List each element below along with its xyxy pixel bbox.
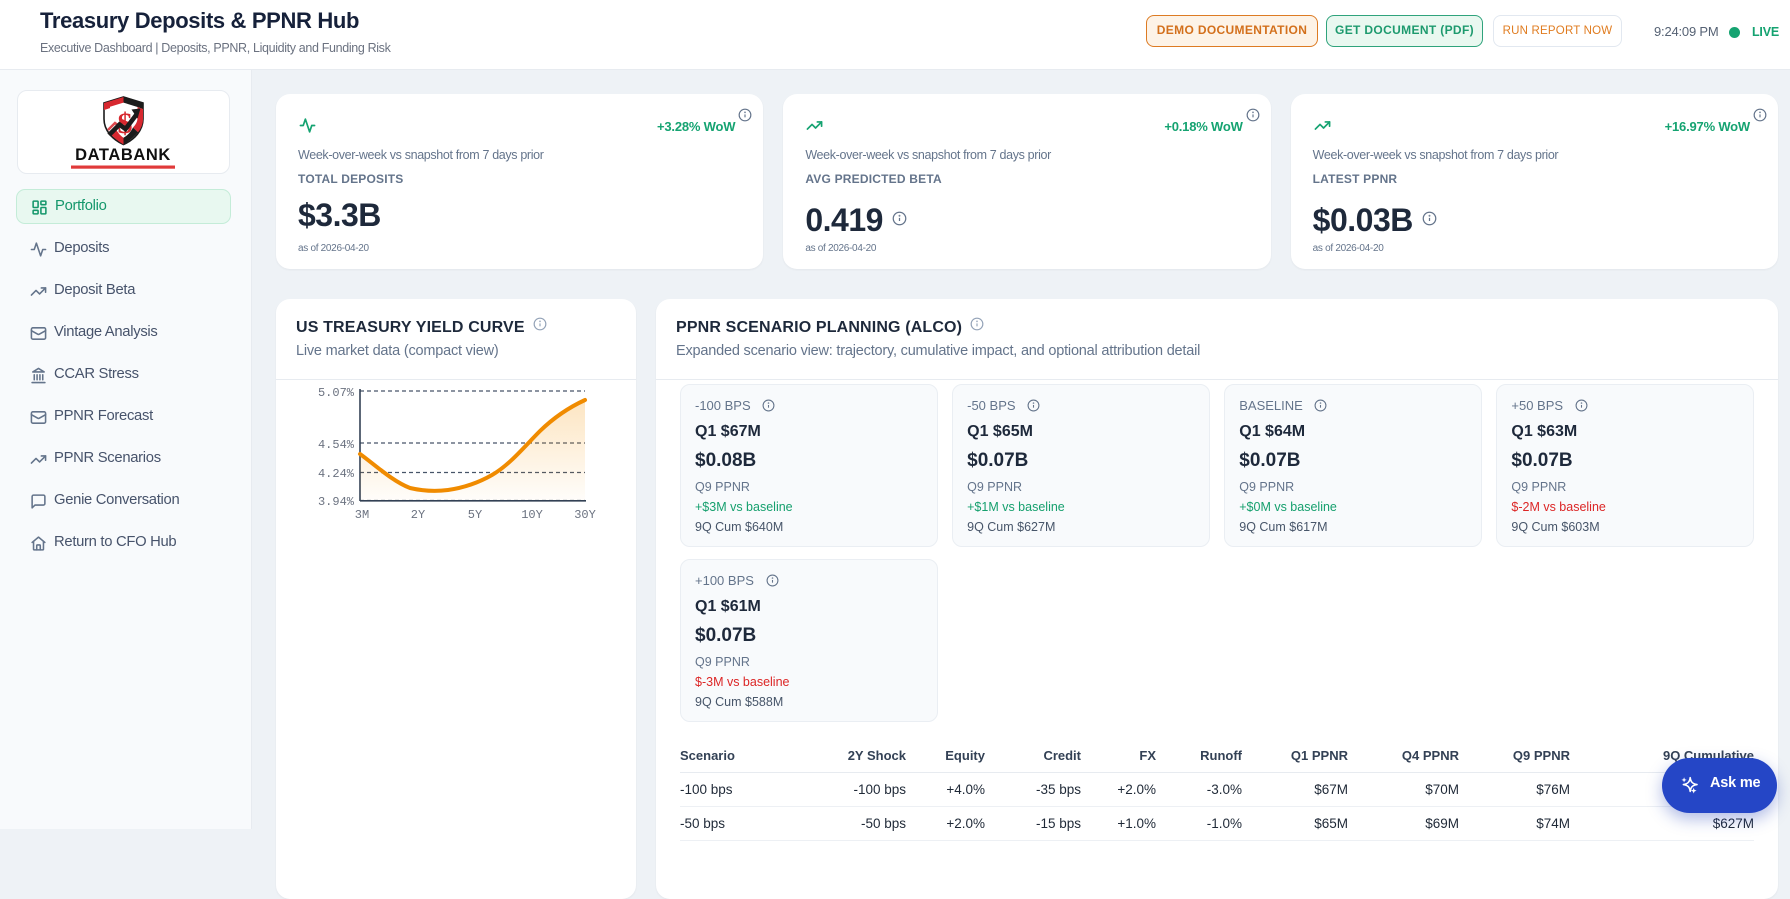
svg-text:3.94%: 3.94% (318, 495, 355, 509)
svg-text:10Y: 10Y (521, 508, 543, 522)
svg-text:5Y: 5Y (468, 508, 482, 522)
svg-text:4.54%: 4.54% (318, 438, 355, 452)
svg-text:3M: 3M (355, 508, 369, 522)
svg-text:30Y: 30Y (574, 508, 596, 522)
svg-text:5.07%: 5.07% (318, 386, 355, 400)
svg-text:$: $ (118, 107, 133, 140)
svg-text:DATABANK: DATABANK (75, 146, 171, 164)
svg-text:4.24%: 4.24% (318, 467, 355, 481)
svg-text:2Y: 2Y (411, 508, 425, 522)
